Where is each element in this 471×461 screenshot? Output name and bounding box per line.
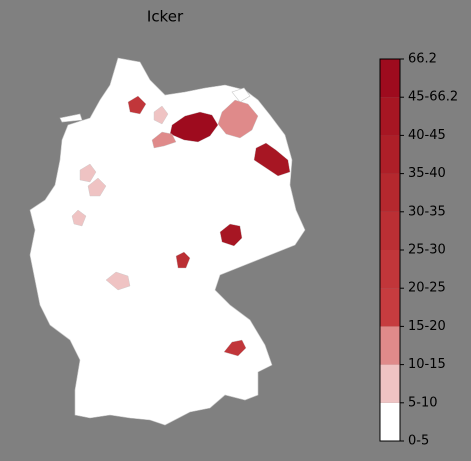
colorbar-segment (380, 326, 400, 365)
colorbar-tick-label: 35-40 (408, 166, 446, 181)
colorbar-tick-label: 20-25 (408, 281, 446, 296)
colorbar-segment (380, 135, 400, 174)
region (175, 251, 191, 269)
colorbar-tick-label: 25-30 (408, 243, 446, 258)
region (127, 95, 147, 115)
colorbar-tick-label: 0-5 (408, 434, 429, 449)
colorbar-tick-label: 30-35 (408, 204, 446, 219)
colorbar-segment (380, 402, 400, 441)
region (253, 142, 291, 177)
colorbar-tick-label: 5-10 (408, 395, 438, 410)
region (151, 131, 177, 149)
germany-map (29, 57, 306, 426)
island (59, 113, 83, 123)
colorbar-tick-label: 15-20 (408, 319, 446, 334)
colorbar-segment (380, 173, 400, 212)
colorbar-tick-label: 66.2 (408, 52, 437, 67)
region (71, 209, 87, 227)
region (87, 177, 107, 197)
region (169, 111, 219, 143)
colorbar-tick-label: 45-66.2 (408, 90, 458, 105)
colorbar-tick-label: 10-15 (408, 357, 446, 372)
colorbar-segment (380, 364, 400, 403)
colorbar-segment (380, 288, 400, 327)
island (231, 87, 251, 103)
region (223, 339, 247, 357)
region (217, 99, 259, 139)
colorbar-segment (380, 250, 400, 289)
region (79, 163, 97, 183)
colorbar-segment (380, 97, 400, 136)
colorbar: 0-5 5-10 10-15 15-20 20-25 25-30 30-35 35-40 40-… (379, 52, 458, 449)
region (105, 271, 131, 291)
country-outline (29, 57, 306, 426)
map-title: Icker (147, 8, 184, 26)
colorbar-segment (380, 211, 400, 250)
colorbar-segment (380, 59, 400, 98)
region (219, 223, 243, 247)
colorbar-tick-label: 40-45 (408, 128, 446, 143)
region (153, 105, 169, 125)
